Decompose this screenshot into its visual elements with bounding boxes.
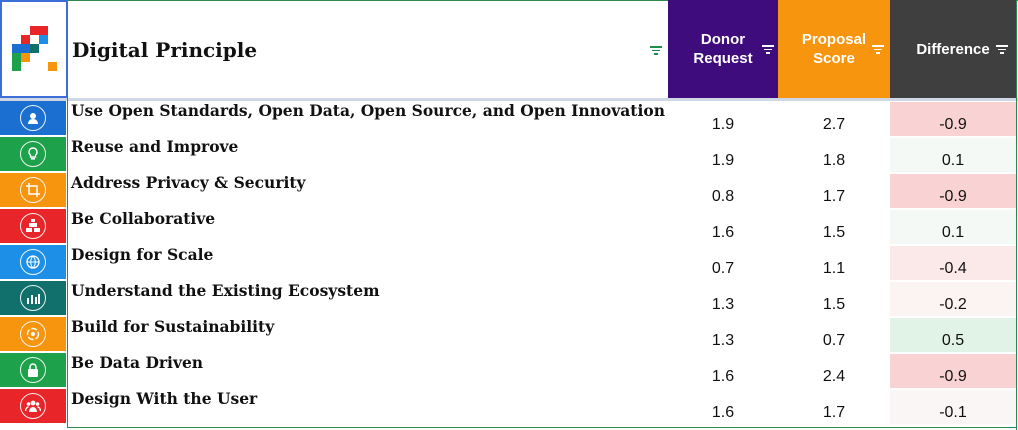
column-header-difference[interactable]: Difference <box>890 0 1016 98</box>
title-header-cell[interactable]: Digital Principle <box>68 0 668 98</box>
filter-icon[interactable] <box>996 45 1008 54</box>
proposal-score-value[interactable]: 2.4 <box>822 368 846 385</box>
donor-request-value[interactable]: 1.6 <box>711 368 735 385</box>
principle-label: Understand the Existing Ecosystem <box>71 281 380 300</box>
proposal-score-value[interactable]: 1.1 <box>822 260 846 277</box>
filter-icon[interactable] <box>650 46 662 55</box>
difference-cell-fill <box>890 390 1016 424</box>
donor-header-line-1: Donor <box>700 31 746 48</box>
difference-value[interactable]: 0.1 <box>941 152 965 169</box>
proposal-score-value[interactable]: 1.8 <box>822 152 846 169</box>
digital-principles-logo <box>12 26 57 71</box>
crop-icon <box>20 177 46 203</box>
page-title: Digital Principle <box>72 37 258 62</box>
principle-icon-cell[interactable] <box>0 101 66 135</box>
difference-value[interactable]: -0.9 <box>939 188 967 205</box>
grid-line-bottom <box>67 427 1017 428</box>
difference-value[interactable]: 0.5 <box>941 332 965 349</box>
table-row[interactable]: Understand the Existing Ecosystem 1.3 1.… <box>0 280 1018 316</box>
difference-cell-fill <box>890 210 1016 244</box>
table-row[interactable]: Be Data Driven 1.6 2.4 -0.9 <box>0 352 1018 388</box>
principle-label: Design for Scale <box>71 245 214 264</box>
table-row[interactable]: Use Open Standards, Open Data, Open Sour… <box>0 100 1018 136</box>
donor-request-value[interactable]: 1.9 <box>711 116 735 133</box>
proposal-header-line-2: Score <box>813 50 855 67</box>
table-row[interactable]: Address Privacy & Security 0.8 1.7 -0.9 <box>0 172 1018 208</box>
difference-cell-fill <box>890 282 1016 316</box>
difference-cell-fill <box>890 102 1016 136</box>
open-standards-icon <box>20 105 46 131</box>
principle-icon-cell[interactable] <box>0 245 66 279</box>
bricks-icon <box>20 213 46 239</box>
principle-label: Be Data Driven <box>71 353 204 372</box>
difference-cell-fill <box>890 354 1016 388</box>
difference-value[interactable]: -0.2 <box>939 296 967 313</box>
table-row[interactable]: Build for Sustainability 1.3 0.7 0.5 <box>0 316 1018 352</box>
proposal-score-value[interactable]: 1.5 <box>822 224 846 241</box>
globe-icon <box>20 249 46 275</box>
proposal-header-line-1: Proposal <box>801 31 867 48</box>
proposal-score-value[interactable]: 1.7 <box>822 404 846 421</box>
column-header-proposal-score[interactable]: Proposal Score <box>778 0 890 98</box>
principle-icon-cell[interactable] <box>0 137 66 171</box>
proposal-score-value[interactable]: 0.7 <box>822 332 846 349</box>
proposal-score-value[interactable]: 2.7 <box>822 116 846 133</box>
proposal-score-value[interactable]: 1.7 <box>822 188 846 205</box>
principle-icon-cell[interactable] <box>0 353 66 387</box>
principle-label: Address Privacy & Security <box>71 173 306 192</box>
difference-value[interactable]: -0.9 <box>939 368 967 385</box>
proposal-score-value[interactable]: 1.5 <box>822 296 846 313</box>
difference-value[interactable]: -0.1 <box>939 404 967 421</box>
donor-request-value[interactable]: 0.7 <box>711 260 735 277</box>
donor-request-value[interactable]: 1.3 <box>711 332 735 349</box>
principle-label: Reuse and Improve <box>71 137 239 156</box>
users-icon <box>20 393 46 419</box>
principle-icon-cell[interactable] <box>0 209 66 243</box>
difference-cell-fill <box>890 246 1016 280</box>
principle-label: Use Open Standards, Open Data, Open Sour… <box>71 101 665 120</box>
filter-icon[interactable] <box>762 45 774 54</box>
principle-label: Be Collaborative <box>71 209 216 228</box>
principle-icon-cell[interactable] <box>0 389 66 423</box>
table-row[interactable]: Design for Scale 0.7 1.1 -0.4 <box>0 244 1018 280</box>
column-header-donor-request[interactable]: Donor Request <box>668 0 778 98</box>
grid-line-right <box>1016 0 1017 430</box>
sustainability-icon <box>20 321 46 347</box>
bar-chart-icon <box>20 285 46 311</box>
filter-icon[interactable] <box>872 45 884 54</box>
donor-request-value[interactable]: 1.9 <box>711 152 735 169</box>
principle-icon-cell[interactable] <box>0 281 66 315</box>
principle-icon-cell[interactable] <box>0 173 66 207</box>
table-row[interactable]: Reuse and Improve 1.9 1.8 0.1 <box>0 136 1018 172</box>
table-row[interactable]: Design With the User 1.6 1.7 -0.1 <box>0 388 1018 424</box>
principle-icon-cell[interactable] <box>0 317 66 351</box>
lock-icon <box>20 357 46 383</box>
principle-label: Design With the User <box>71 389 258 408</box>
difference-cell-fill <box>890 318 1016 352</box>
header-separator <box>0 98 1018 101</box>
difference-cell-fill <box>890 174 1016 208</box>
difference-value[interactable]: 0.1 <box>941 224 965 241</box>
donor-header-line-2: Request <box>693 50 753 67</box>
donor-request-value[interactable]: 0.8 <box>711 188 735 205</box>
table-row[interactable]: Be Collaborative 1.6 1.5 0.1 <box>0 208 1018 244</box>
donor-request-value[interactable]: 1.6 <box>711 404 735 421</box>
grid-line-left <box>67 98 68 428</box>
donor-request-value[interactable]: 1.6 <box>711 224 735 241</box>
logo-cell[interactable] <box>0 0 68 98</box>
difference-cell-fill <box>890 138 1016 172</box>
difference-header-label: Difference <box>916 40 990 58</box>
principle-label: Build for Sustainability <box>71 317 275 336</box>
lightbulb-icon <box>20 141 46 167</box>
difference-value[interactable]: -0.4 <box>939 260 967 277</box>
donor-request-value[interactable]: 1.3 <box>711 296 735 313</box>
difference-value[interactable]: -0.9 <box>939 116 967 133</box>
